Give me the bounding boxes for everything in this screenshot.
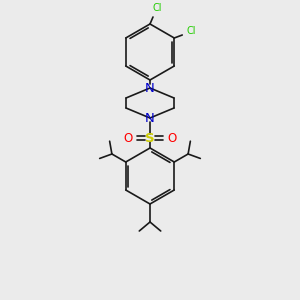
Text: S: S bbox=[145, 131, 155, 145]
Text: O: O bbox=[167, 131, 177, 145]
Text: N: N bbox=[145, 112, 155, 124]
Text: O: O bbox=[123, 131, 133, 145]
Text: Cl: Cl bbox=[152, 3, 162, 13]
Text: N: N bbox=[145, 82, 155, 94]
Text: Cl: Cl bbox=[187, 26, 196, 36]
